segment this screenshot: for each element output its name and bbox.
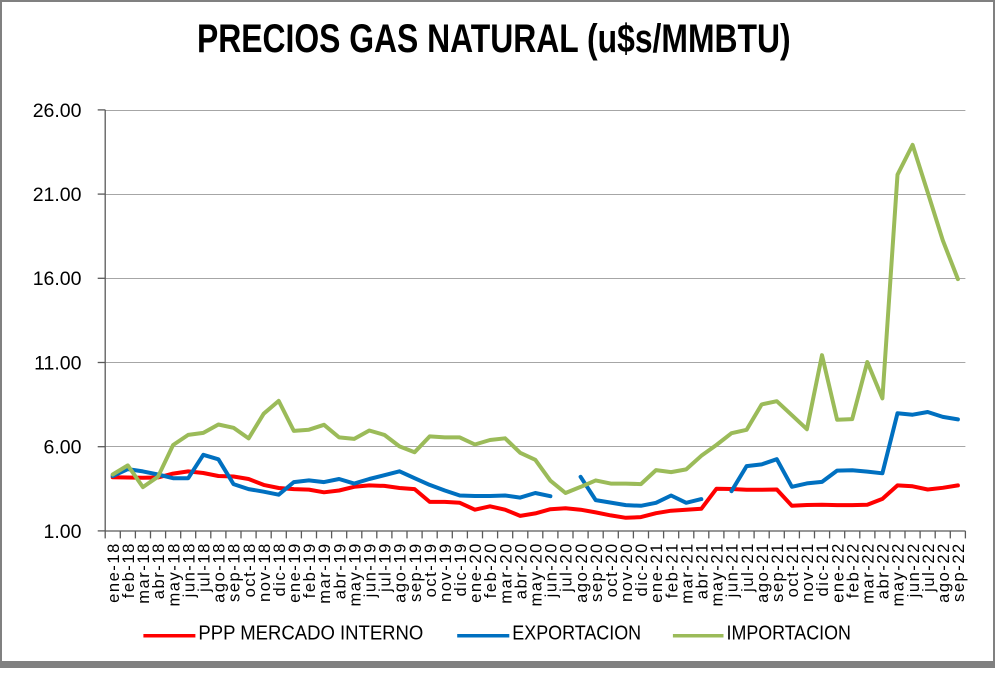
svg-text:ene-22: ene-22 xyxy=(829,542,847,603)
svg-text:1.00: 1.00 xyxy=(44,521,82,543)
svg-text:ago-19: ago-19 xyxy=(392,542,410,603)
svg-text:PRECIOS GAS NATURAL (u$s/MMBTU: PRECIOS GAS NATURAL (u$s/MMBTU) xyxy=(197,17,791,61)
svg-text:mar-19: mar-19 xyxy=(316,542,334,604)
svg-text:jun-22: jun-22 xyxy=(905,542,923,598)
svg-text:nov-19: nov-19 xyxy=(437,542,455,602)
svg-text:feb-22: feb-22 xyxy=(844,542,862,598)
svg-text:jun-21: jun-21 xyxy=(724,542,742,598)
svg-text:11.00: 11.00 xyxy=(34,352,82,374)
svg-text:oct-21: oct-21 xyxy=(784,542,802,597)
svg-text:nov-18: nov-18 xyxy=(256,542,274,602)
svg-text:sep-19: sep-19 xyxy=(407,542,425,602)
svg-text:may-18: may-18 xyxy=(165,542,183,606)
svg-text:feb-21: feb-21 xyxy=(663,542,681,598)
svg-text:IMPORTACION: IMPORTACION xyxy=(727,623,851,645)
svg-text:may-21: may-21 xyxy=(709,542,727,606)
svg-text:abr-19: abr-19 xyxy=(331,542,349,599)
svg-text:oct-20: oct-20 xyxy=(603,542,621,597)
svg-text:jun-19: jun-19 xyxy=(362,542,380,598)
svg-text:mar-18: mar-18 xyxy=(135,542,153,604)
svg-text:oct-18: oct-18 xyxy=(241,542,259,597)
svg-text:dic-20: dic-20 xyxy=(633,542,651,596)
svg-text:ago-18: ago-18 xyxy=(211,542,229,603)
svg-text:EXPORTACION: EXPORTACION xyxy=(512,623,641,645)
svg-text:ene-20: ene-20 xyxy=(467,542,485,603)
svg-text:jul-18: jul-18 xyxy=(196,542,214,593)
svg-text:abr-18: abr-18 xyxy=(150,542,168,599)
svg-text:jul-19: jul-19 xyxy=(377,542,395,593)
svg-text:may-20: may-20 xyxy=(528,542,546,606)
svg-text:feb-19: feb-19 xyxy=(301,542,319,598)
svg-text:abr-20: abr-20 xyxy=(512,542,530,599)
svg-text:ago-20: ago-20 xyxy=(573,542,591,603)
svg-text:abr-21: abr-21 xyxy=(694,542,712,599)
svg-text:may-19: may-19 xyxy=(346,542,364,606)
svg-text:sep-22: sep-22 xyxy=(950,542,968,602)
svg-text:ene-19: ene-19 xyxy=(286,542,304,603)
svg-text:21.00: 21.00 xyxy=(33,184,82,206)
svg-text:nov-21: nov-21 xyxy=(799,542,817,602)
svg-text:sep-18: sep-18 xyxy=(226,542,244,602)
svg-text:dic-21: dic-21 xyxy=(814,542,832,596)
svg-text:dic-19: dic-19 xyxy=(452,542,470,596)
svg-text:ago-22: ago-22 xyxy=(935,542,953,603)
svg-text:mar-20: mar-20 xyxy=(497,542,515,604)
svg-text:6.00: 6.00 xyxy=(44,437,82,459)
svg-text:26.00: 26.00 xyxy=(33,100,82,122)
svg-text:jul-21: jul-21 xyxy=(739,542,757,593)
svg-text:sep-21: sep-21 xyxy=(769,542,787,602)
svg-text:PPP MERCADO INTERNO: PPP MERCADO INTERNO xyxy=(198,623,423,645)
svg-text:ene-21: ene-21 xyxy=(648,542,666,603)
svg-text:16.00: 16.00 xyxy=(33,268,82,290)
svg-text:nov-20: nov-20 xyxy=(618,542,636,602)
svg-text:feb-20: feb-20 xyxy=(482,542,500,598)
svg-text:jun-18: jun-18 xyxy=(180,542,198,598)
svg-text:ago-21: ago-21 xyxy=(754,542,772,603)
svg-text:mar-21: mar-21 xyxy=(678,542,696,604)
svg-text:oct-19: oct-19 xyxy=(422,542,440,597)
svg-text:mar-22: mar-22 xyxy=(860,542,878,604)
svg-text:sep-20: sep-20 xyxy=(588,542,606,602)
svg-text:may-22: may-22 xyxy=(890,542,908,606)
svg-text:jul-22: jul-22 xyxy=(920,542,938,593)
svg-text:ene-18: ene-18 xyxy=(105,542,123,603)
svg-text:dic-18: dic-18 xyxy=(271,542,289,596)
svg-text:feb-18: feb-18 xyxy=(120,542,138,598)
svg-text:jul-20: jul-20 xyxy=(558,542,576,593)
svg-text:abr-22: abr-22 xyxy=(875,542,893,599)
svg-text:jun-20: jun-20 xyxy=(543,542,561,598)
